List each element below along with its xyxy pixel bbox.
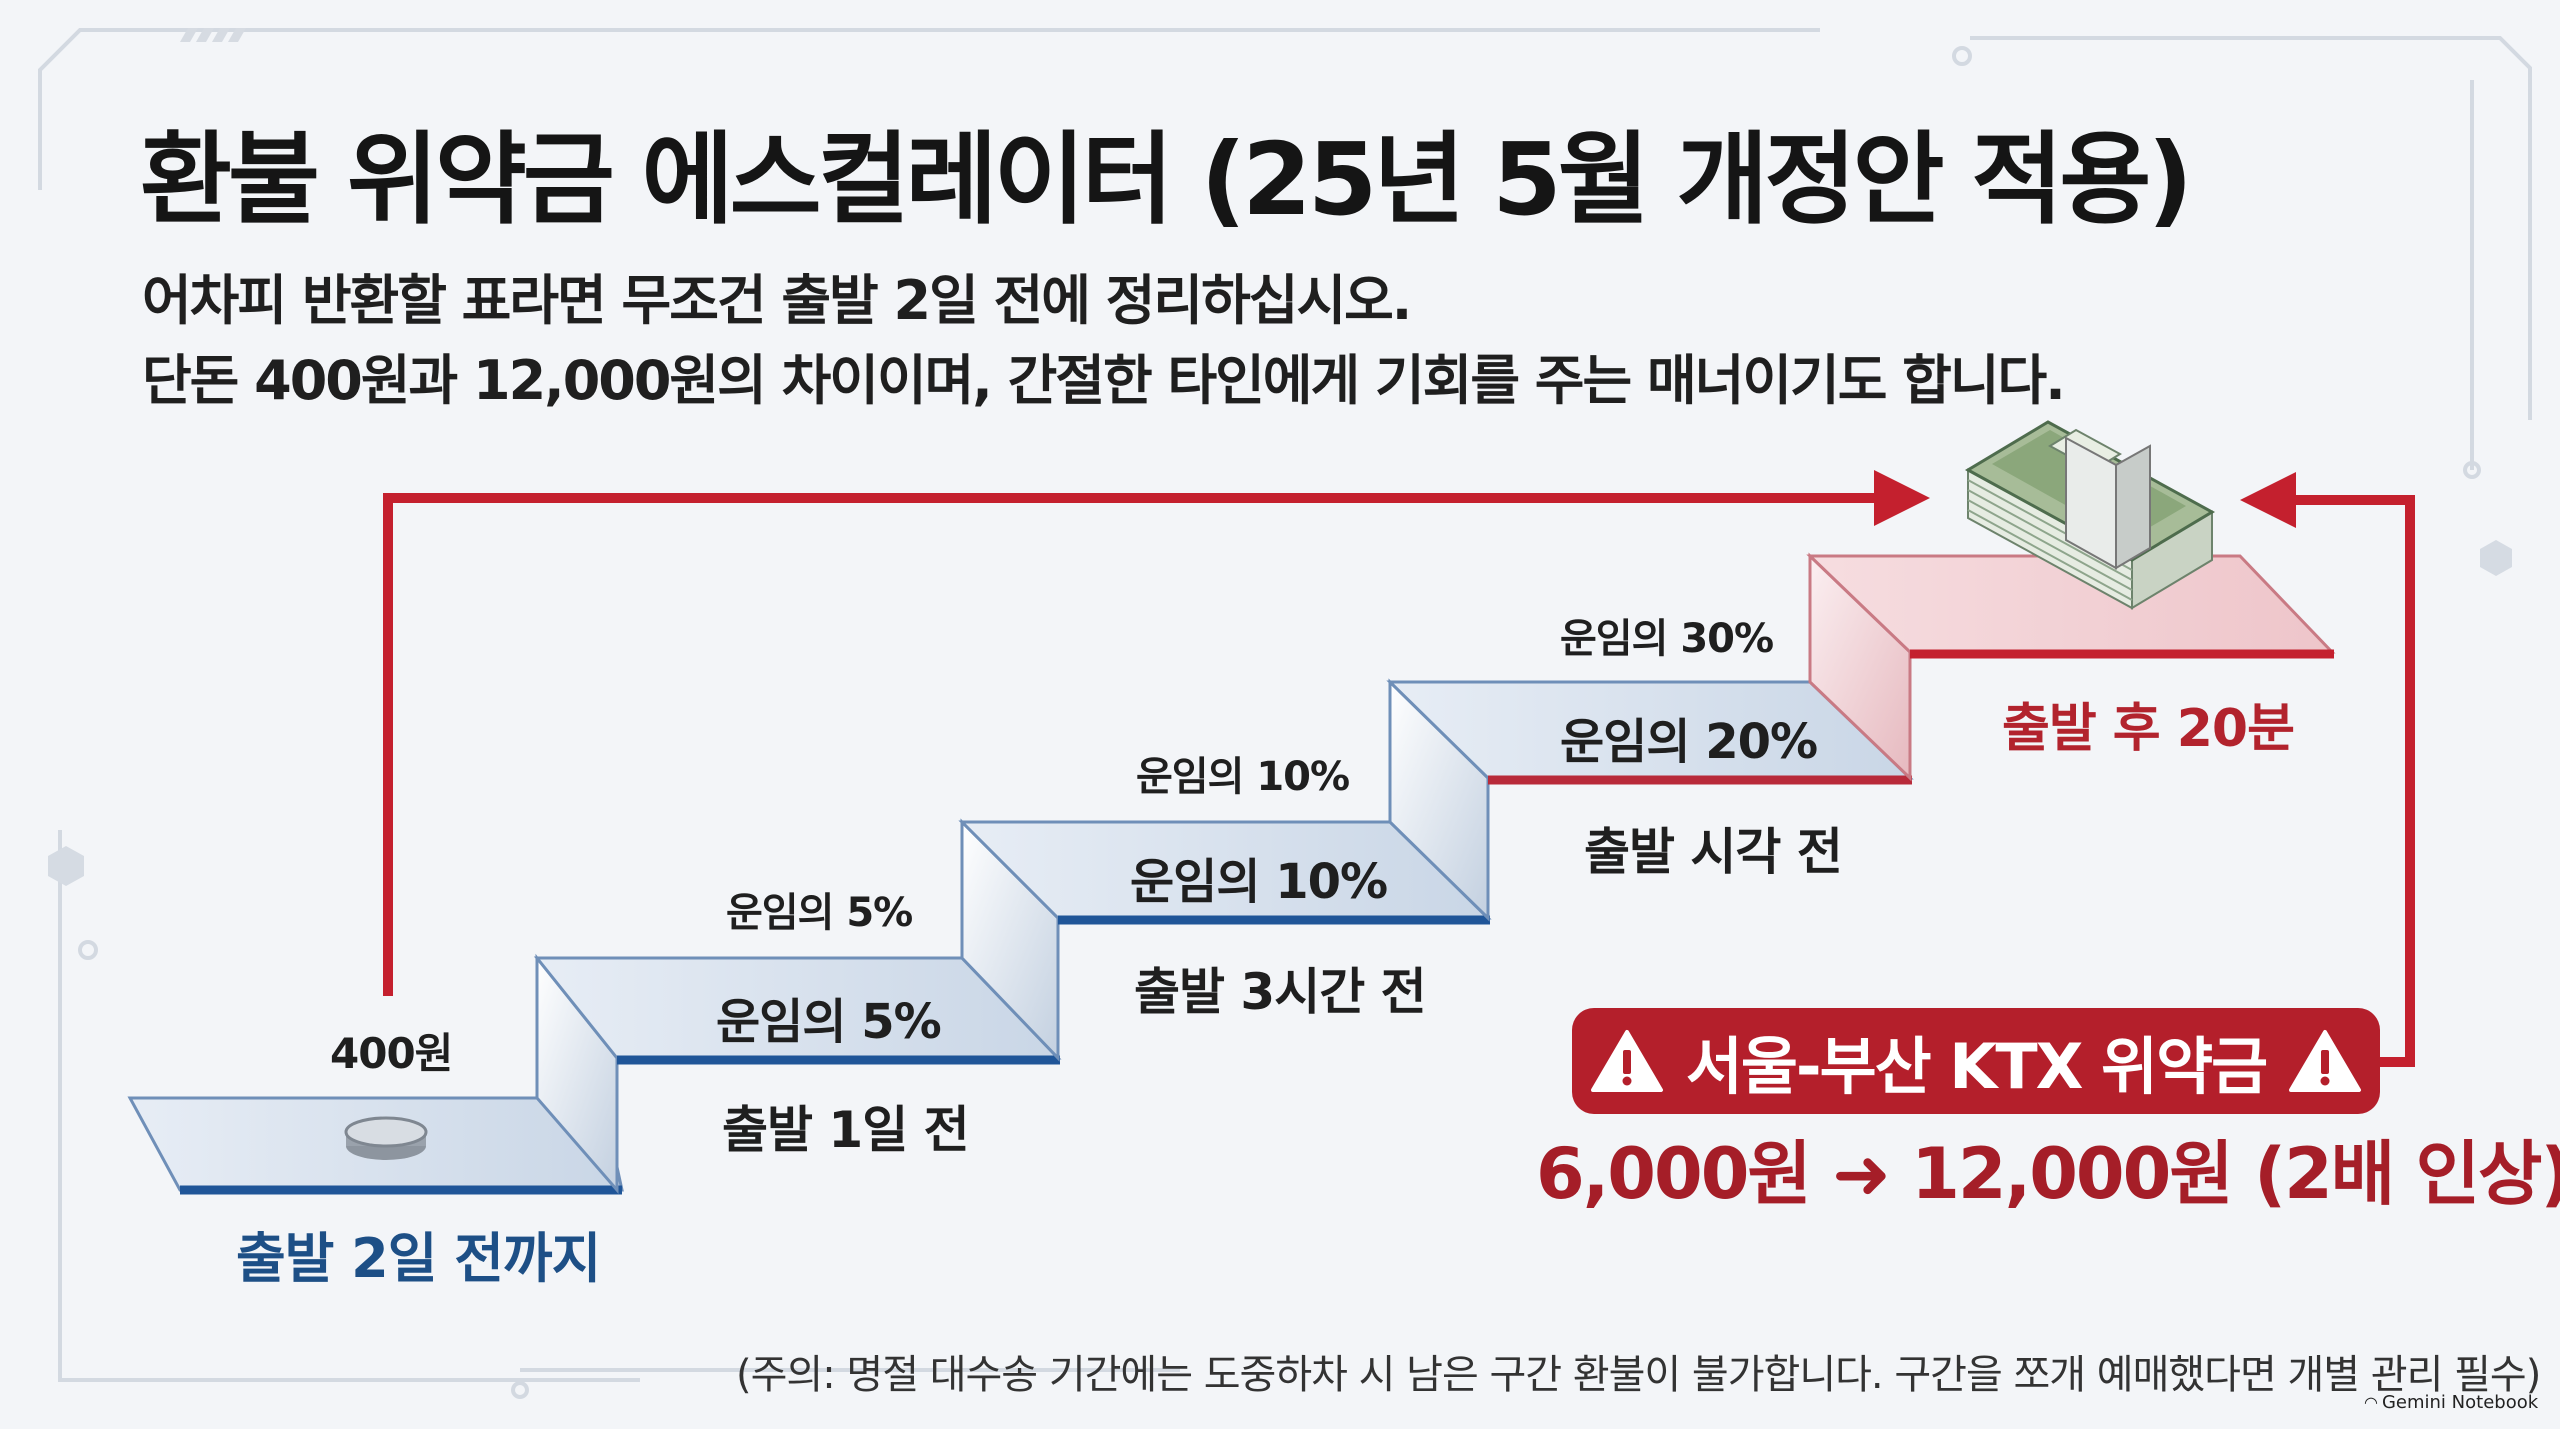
fee-label-step-0: 400원 bbox=[330, 1029, 453, 1078]
fee-upper-step-3: 운임의 30% bbox=[1560, 616, 1774, 662]
time-label-step-0: 출발 2일 전까지 bbox=[236, 1227, 601, 1290]
warning-triangle-icon bbox=[1590, 1030, 1663, 1092]
hexagon-node-left bbox=[48, 846, 84, 886]
step-1 bbox=[533, 953, 1062, 1195]
footnote: (주의: 명절 대수송 기간에는 도중하차 시 남은 구간 환불이 불가합니다.… bbox=[736, 1352, 2541, 1398]
fee-lower-step-1: 운임의 5% bbox=[716, 994, 942, 1050]
brand-watermark: ◠ Gemini Notebook bbox=[2364, 1392, 2538, 1413]
hexagon-node-right bbox=[2480, 540, 2512, 576]
time-label-step-2: 출발 3시간 전 bbox=[1134, 963, 1427, 1021]
page-title: 환불 위약금 에스컬레이터 (25년 5월 개정안 적용) bbox=[140, 121, 2193, 238]
money-stack-icon bbox=[1964, 420, 2216, 610]
step-4-top bbox=[1806, 552, 2336, 782]
step-3 bbox=[1386, 678, 1914, 922]
fee-upper-step-1: 운임의 5% bbox=[726, 890, 913, 936]
price-change-text: 6,000원 ➜ 12,000원 (2배 인상) bbox=[1536, 1133, 2560, 1215]
arrow-right-return bbox=[2290, 495, 2415, 1067]
subtitle-line-1: 어차피 반환할 표라면 무조건 출발 2일 전에 정리하십시오. bbox=[142, 269, 1412, 332]
fee-lower-step-2: 운임의 10% bbox=[1130, 854, 1388, 910]
subtitle-line-2: 단돈 400원과 12,000원의 차이이며, 간절한 타인에게 기회를 주는 … bbox=[142, 349, 2066, 412]
time-label-step-3: 출발 시각 전 bbox=[1584, 823, 1843, 881]
brand-label: Gemini Notebook bbox=[2381, 1392, 2539, 1413]
fee-upper-step-2: 운임의 10% bbox=[1136, 754, 1350, 800]
brand-logo-icon: ◠ bbox=[2364, 1393, 2378, 1412]
time-label-step-1: 출발 1일 전 bbox=[722, 1101, 970, 1159]
ktx-penalty-banner: 서울-부산 KTX 위약금 bbox=[1572, 1008, 2380, 1114]
coin-icon bbox=[344, 1116, 428, 1160]
arrow-head-left bbox=[2240, 472, 2296, 528]
slash-marks bbox=[180, 28, 246, 42]
banner-label: 서울-부산 KTX 위약금 bbox=[1685, 1030, 2268, 1103]
step-2 bbox=[958, 818, 1492, 1062]
circuit-frame bbox=[38, 28, 2532, 1399]
time-label-step-4: 출발 후 20분 bbox=[2002, 699, 2295, 759]
fee-lower-step-3: 운임의 20% bbox=[1560, 714, 1818, 770]
arrow-head-right bbox=[1874, 470, 1930, 526]
warning-triangle-icon bbox=[2289, 1030, 2362, 1092]
arrow-top-left bbox=[383, 493, 1880, 996]
